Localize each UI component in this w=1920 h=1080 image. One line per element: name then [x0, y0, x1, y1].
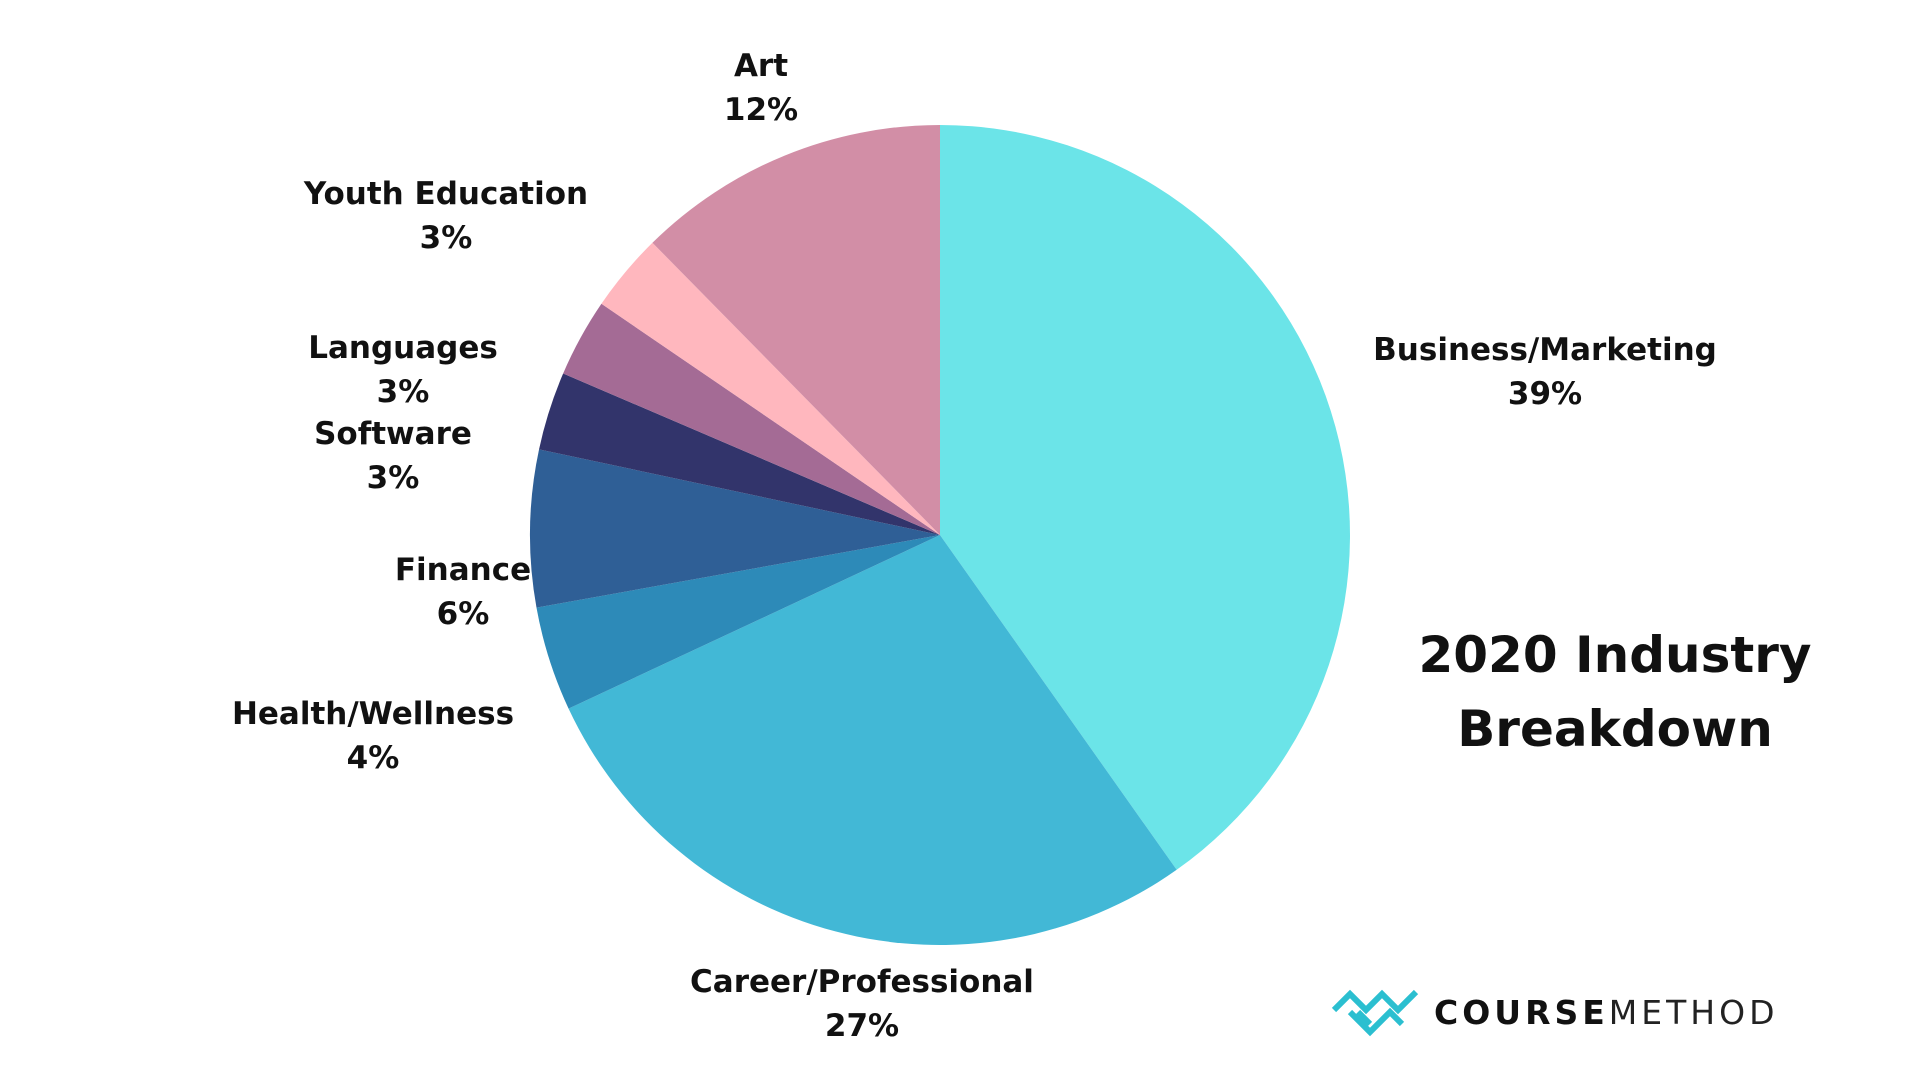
- pie-slice-finance: [530, 449, 940, 608]
- label-art-name: Art: [733, 48, 789, 84]
- label-art: Art 12%: [724, 44, 798, 132]
- logo-mark-icon: [1331, 989, 1419, 1037]
- pie-slice-health-wellness: [536, 535, 940, 709]
- logo-text-regular: METHOD: [1608, 992, 1779, 1032]
- label-business-marketing-name: Business/Marketing: [1373, 332, 1717, 368]
- pie-slice-career-professional: [568, 535, 1177, 945]
- label-health-wellness-percent: 4%: [346, 740, 400, 776]
- label-languages: Languages 3%: [308, 326, 498, 414]
- chart-title-line-2: Breakdown: [1457, 700, 1773, 758]
- pie-slice-art: [652, 125, 940, 535]
- coursemethod-logo: COURSEMETHOD: [1330, 982, 1778, 1042]
- label-software-percent: 3%: [366, 460, 420, 496]
- label-youth-education-name: Youth Education: [303, 176, 589, 212]
- label-software-name: Software: [314, 416, 472, 452]
- chart-title: 2020 Industry Breakdown: [1355, 618, 1875, 766]
- label-languages-name: Languages: [308, 330, 498, 366]
- label-finance-percent: 6%: [436, 596, 490, 632]
- label-career-professional: Career/Professional 27%: [690, 960, 1034, 1048]
- label-youth-education: Youth Education 3%: [304, 172, 588, 260]
- label-finance: Finance 6%: [395, 548, 531, 636]
- label-art-percent: 12%: [723, 92, 799, 128]
- label-business-marketing: Business/Marketing 39%: [1373, 328, 1717, 416]
- pie-slice-business-marketing: [940, 125, 1350, 870]
- label-youth-education-percent: 3%: [419, 220, 473, 256]
- label-business-marketing-percent: 39%: [1507, 376, 1583, 412]
- label-career-professional-percent: 27%: [824, 1008, 900, 1044]
- pie-slice-software: [539, 373, 940, 535]
- label-languages-percent: 3%: [376, 374, 430, 410]
- pie-slice-languages: [563, 303, 940, 535]
- chart-title-line-1: 2020 Industry: [1418, 626, 1812, 684]
- label-career-professional-name: Career/Professional: [690, 964, 1034, 1000]
- label-finance-name: Finance: [394, 552, 532, 588]
- label-health-wellness: Health/Wellness 4%: [232, 692, 514, 780]
- pie-slice-youth-education: [601, 242, 940, 535]
- logo-text-bold: COURSE: [1434, 992, 1609, 1032]
- label-health-wellness-name: Health/Wellness: [231, 696, 515, 732]
- label-software: Software 3%: [314, 412, 472, 500]
- logo-wordmark: COURSEMETHOD: [1434, 993, 1778, 1032]
